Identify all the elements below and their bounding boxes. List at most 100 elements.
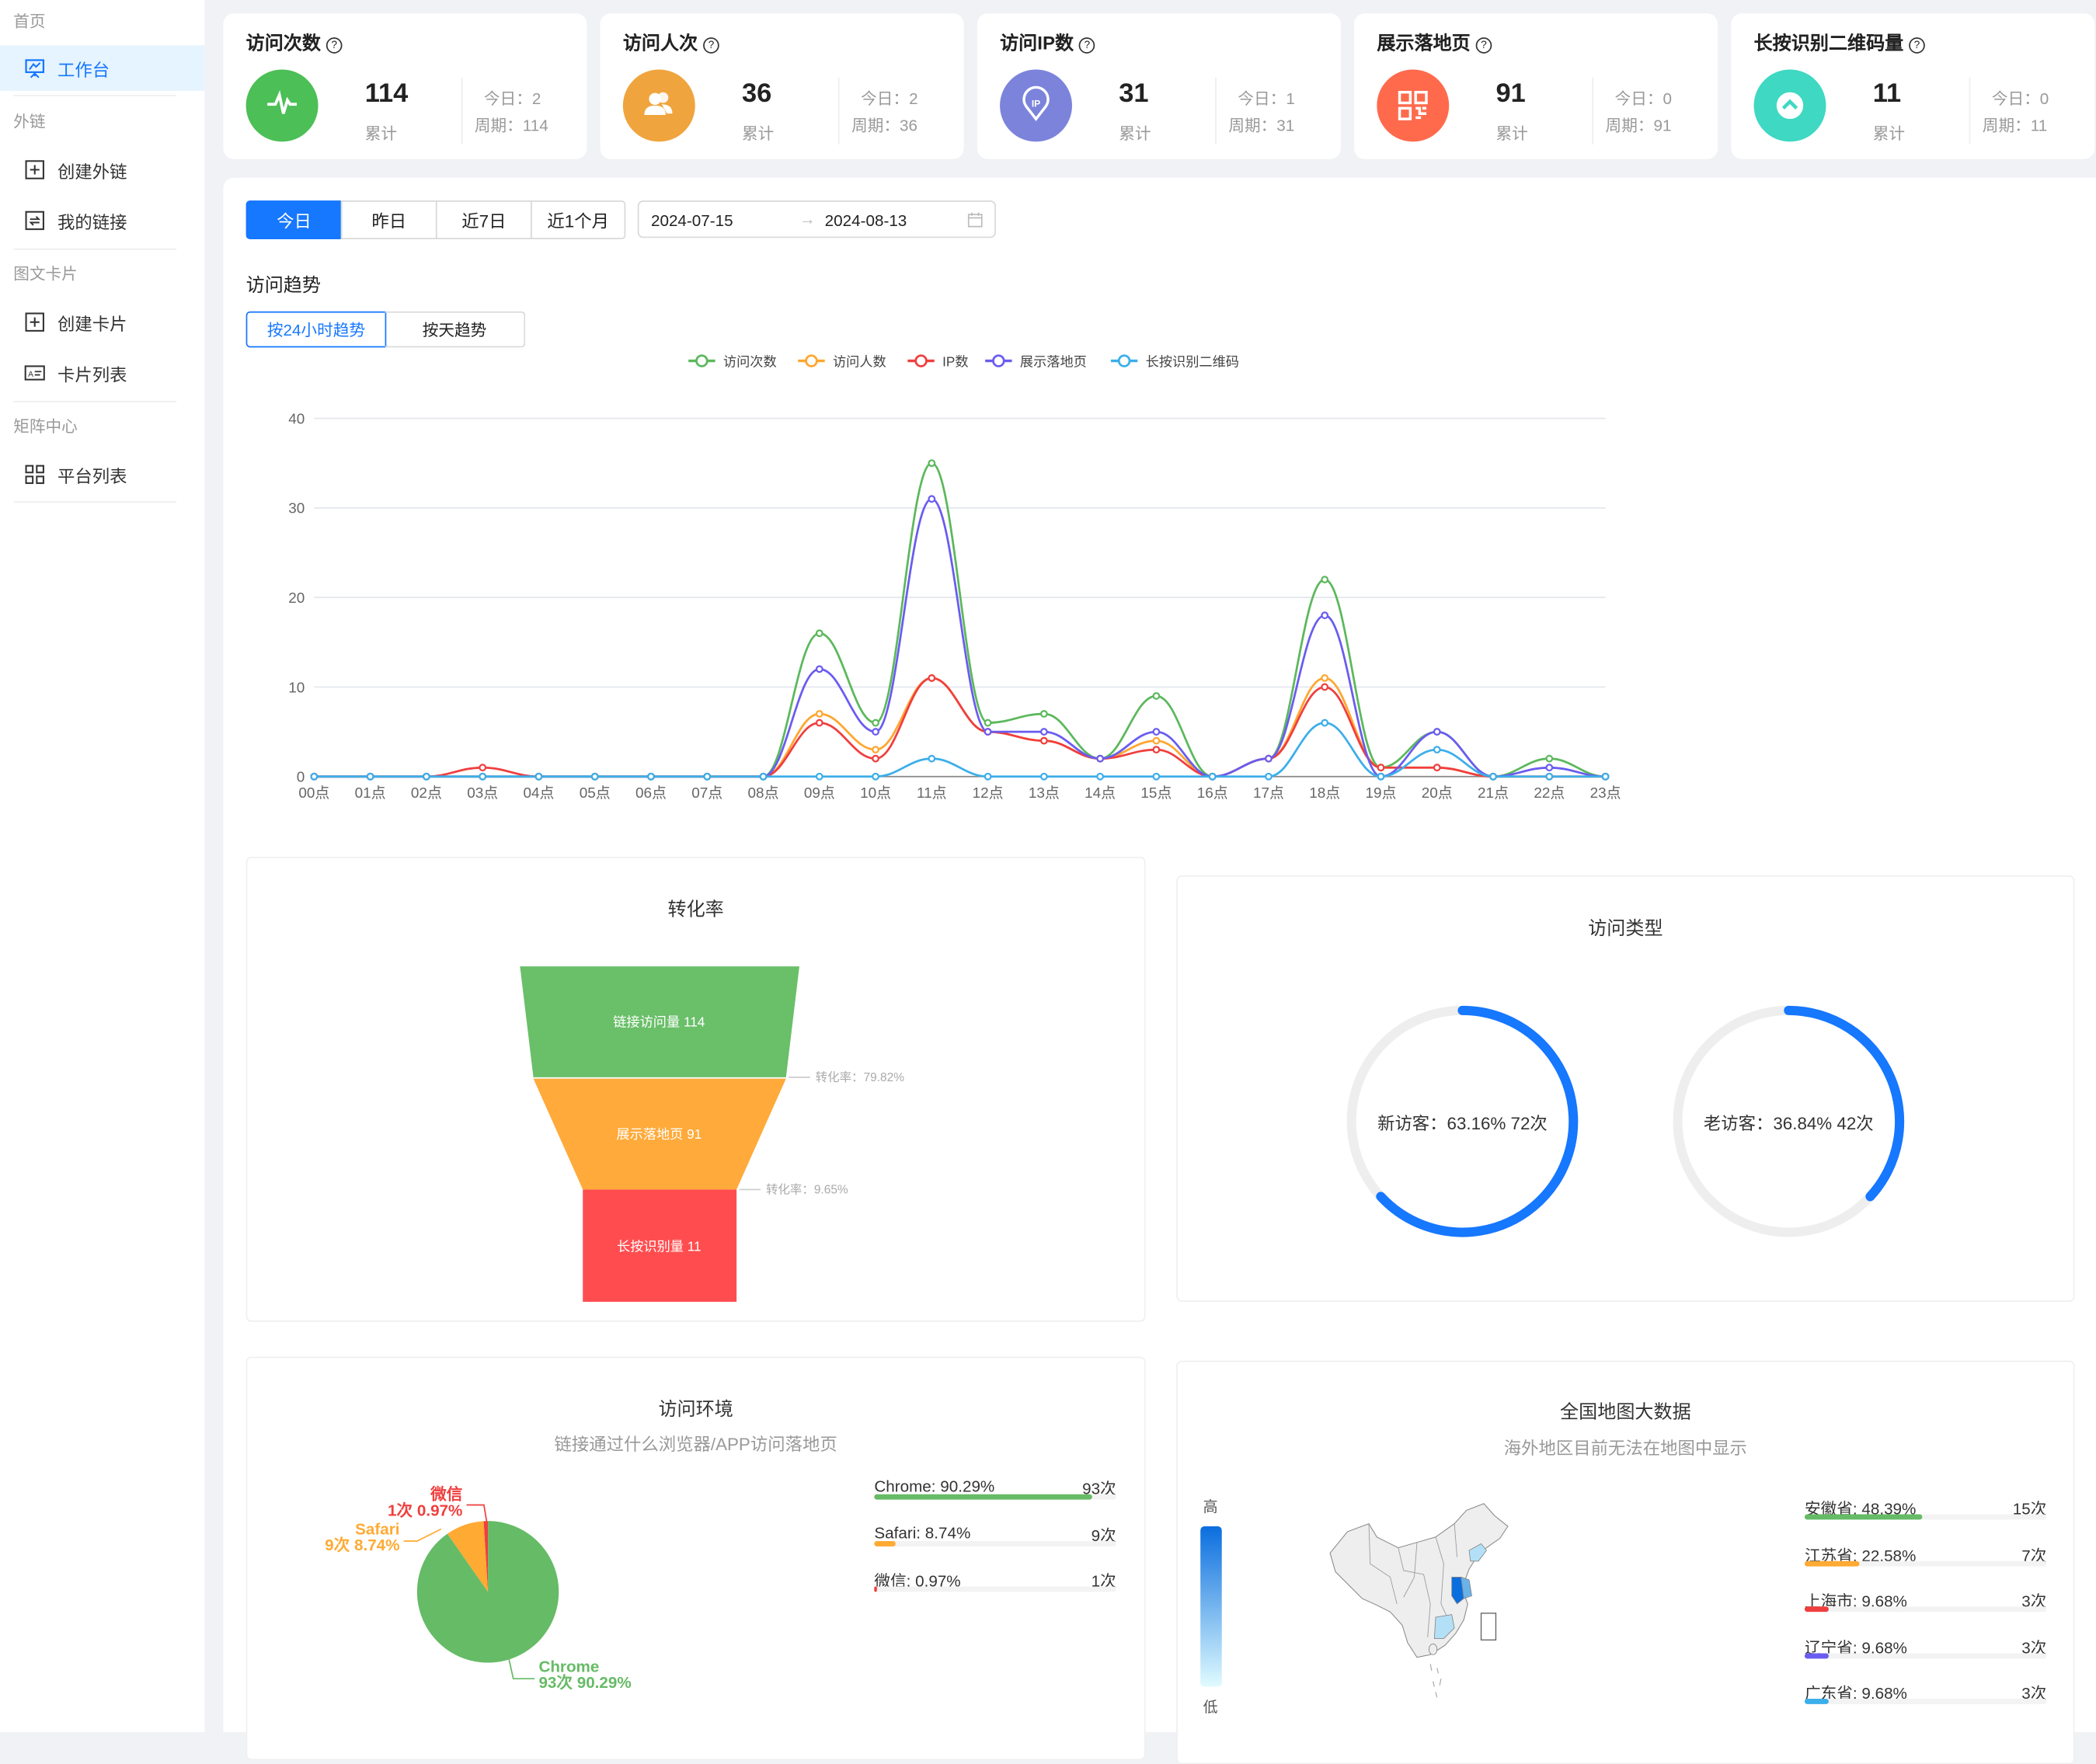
divider xyxy=(13,501,177,503)
data-point[interactable] xyxy=(872,754,879,763)
legend-item[interactable]: 长按识别二维码 xyxy=(1110,353,1239,369)
help-icon[interactable]: ? xyxy=(1079,37,1095,54)
link-swap-icon xyxy=(25,210,44,231)
data-point[interactable] xyxy=(872,718,879,727)
sidebar-item-create-card[interactable]: 创建卡片 xyxy=(0,299,204,345)
sidebar-item-label: 平台列表 xyxy=(57,465,127,486)
visual-map-gradient[interactable] xyxy=(1200,1526,1222,1687)
data-point[interactable] xyxy=(1545,772,1554,781)
data-point[interactable] xyxy=(1433,764,1441,772)
range-yesterday-button[interactable]: 昨日 xyxy=(340,200,437,240)
data-point[interactable] xyxy=(1265,754,1273,763)
sidebar-item-card-list[interactable]: A 卡片列表 xyxy=(0,350,204,396)
sidebar-item-workbench[interactable]: 工作台 xyxy=(0,45,205,92)
data-point[interactable] xyxy=(928,754,936,763)
help-icon[interactable]: ? xyxy=(326,37,343,54)
data-point[interactable] xyxy=(1377,772,1385,781)
data-point[interactable] xyxy=(310,772,319,781)
data-point[interactable] xyxy=(1152,692,1161,700)
data-point[interactable] xyxy=(1096,772,1105,781)
data-point[interactable] xyxy=(984,718,992,727)
legend-item[interactable]: 访问次数 xyxy=(688,353,777,369)
sidebar-group-home[interactable]: 首页 xyxy=(13,12,46,31)
data-point[interactable] xyxy=(534,772,543,781)
stat-value: 36 xyxy=(741,78,772,109)
y-tick-label: 0 xyxy=(297,770,305,786)
mode-24h-tab[interactable]: 按24小时趋势 xyxy=(245,311,387,348)
data-point[interactable] xyxy=(759,772,768,781)
data-point[interactable] xyxy=(1096,754,1105,763)
sidebar-item-my-links[interactable]: 我的链接 xyxy=(0,198,204,244)
data-point[interactable] xyxy=(479,764,487,772)
data-point[interactable] xyxy=(1152,736,1161,745)
x-tick-label: 05点 xyxy=(580,785,611,802)
date-start-input[interactable]: 2024-07-15 xyxy=(650,210,733,230)
data-point[interactable] xyxy=(1433,746,1441,754)
data-point[interactable] xyxy=(1377,764,1385,772)
data-point[interactable] xyxy=(1321,674,1329,682)
data-point[interactable] xyxy=(1039,736,1048,745)
data-point[interactable] xyxy=(984,728,992,736)
data-point[interactable] xyxy=(984,772,992,781)
stat-today: 今日：1 xyxy=(1238,89,1295,109)
calendar-icon[interactable] xyxy=(967,212,983,228)
help-icon[interactable]: ? xyxy=(1475,37,1492,54)
sidebar-item-platform-list[interactable]: 平台列表 xyxy=(0,452,204,498)
data-point[interactable] xyxy=(872,746,879,754)
data-point[interactable] xyxy=(1433,728,1441,736)
data-point[interactable] xyxy=(872,772,879,781)
data-point[interactable] xyxy=(1039,728,1048,736)
data-point[interactable] xyxy=(590,772,599,781)
legend-item[interactable]: 展示落地页 xyxy=(985,353,1087,369)
stat-bar-row: 江苏省: 22.58% 7次 xyxy=(1804,1543,2047,1566)
data-point[interactable] xyxy=(815,710,823,718)
data-point[interactable] xyxy=(1321,683,1329,691)
range-1month-button[interactable]: 近1个月 xyxy=(531,200,626,240)
data-point[interactable] xyxy=(1321,611,1329,620)
data-point[interactable] xyxy=(815,718,823,727)
data-point[interactable] xyxy=(1208,772,1217,781)
stat-value: 91 xyxy=(1495,78,1526,109)
mode-daily-tab[interactable]: 按天趋势 xyxy=(385,311,526,348)
data-point[interactable] xyxy=(1545,764,1554,772)
x-tick-label: 19点 xyxy=(1366,785,1397,802)
legend-item[interactable]: IP数 xyxy=(907,353,969,369)
data-point[interactable] xyxy=(1321,576,1329,583)
sidebar-item-create-link[interactable]: 创建外链 xyxy=(0,147,204,193)
data-point[interactable] xyxy=(815,665,823,673)
data-point[interactable] xyxy=(366,772,374,781)
stat-card: 长按识别二维码量? 11 累计 今日：0 周期：11 xyxy=(1731,13,2095,159)
data-point[interactable] xyxy=(815,772,823,781)
data-point[interactable] xyxy=(1265,772,1273,781)
data-point[interactable] xyxy=(928,495,936,503)
data-point[interactable] xyxy=(422,772,430,781)
legend-marker-icon xyxy=(1117,354,1131,367)
grid-icon xyxy=(25,464,44,485)
help-icon[interactable]: ? xyxy=(703,37,719,54)
data-point[interactable] xyxy=(1545,754,1554,763)
data-point[interactable] xyxy=(928,459,936,468)
date-end-input[interactable]: 2024-08-13 xyxy=(824,210,907,230)
data-point[interactable] xyxy=(1601,772,1610,781)
data-point[interactable] xyxy=(1152,746,1161,754)
data-point[interactable] xyxy=(1152,728,1161,736)
data-point[interactable] xyxy=(647,772,655,781)
data-point[interactable] xyxy=(1039,710,1048,718)
conversion-panel: 转化率 xyxy=(245,856,1146,1322)
range-7days-button[interactable]: 近7日 xyxy=(435,200,532,240)
data-point[interactable] xyxy=(872,728,879,736)
data-point[interactable] xyxy=(1489,772,1497,781)
date-range-picker[interactable]: 2024-07-15 → 2024-08-13 xyxy=(637,200,996,238)
stat-total-label: 累计 xyxy=(1872,124,1906,144)
help-icon[interactable]: ? xyxy=(1909,37,1925,54)
data-point[interactable] xyxy=(1152,772,1161,781)
data-point[interactable] xyxy=(1039,772,1048,781)
data-point[interactable] xyxy=(703,772,712,781)
data-point[interactable] xyxy=(1321,718,1329,727)
data-point[interactable] xyxy=(928,674,936,682)
data-point[interactable] xyxy=(815,629,823,638)
data-point[interactable] xyxy=(479,772,487,781)
legend-item[interactable]: 访问人数 xyxy=(798,353,886,369)
range-today-button[interactable]: 今日 xyxy=(245,200,343,240)
